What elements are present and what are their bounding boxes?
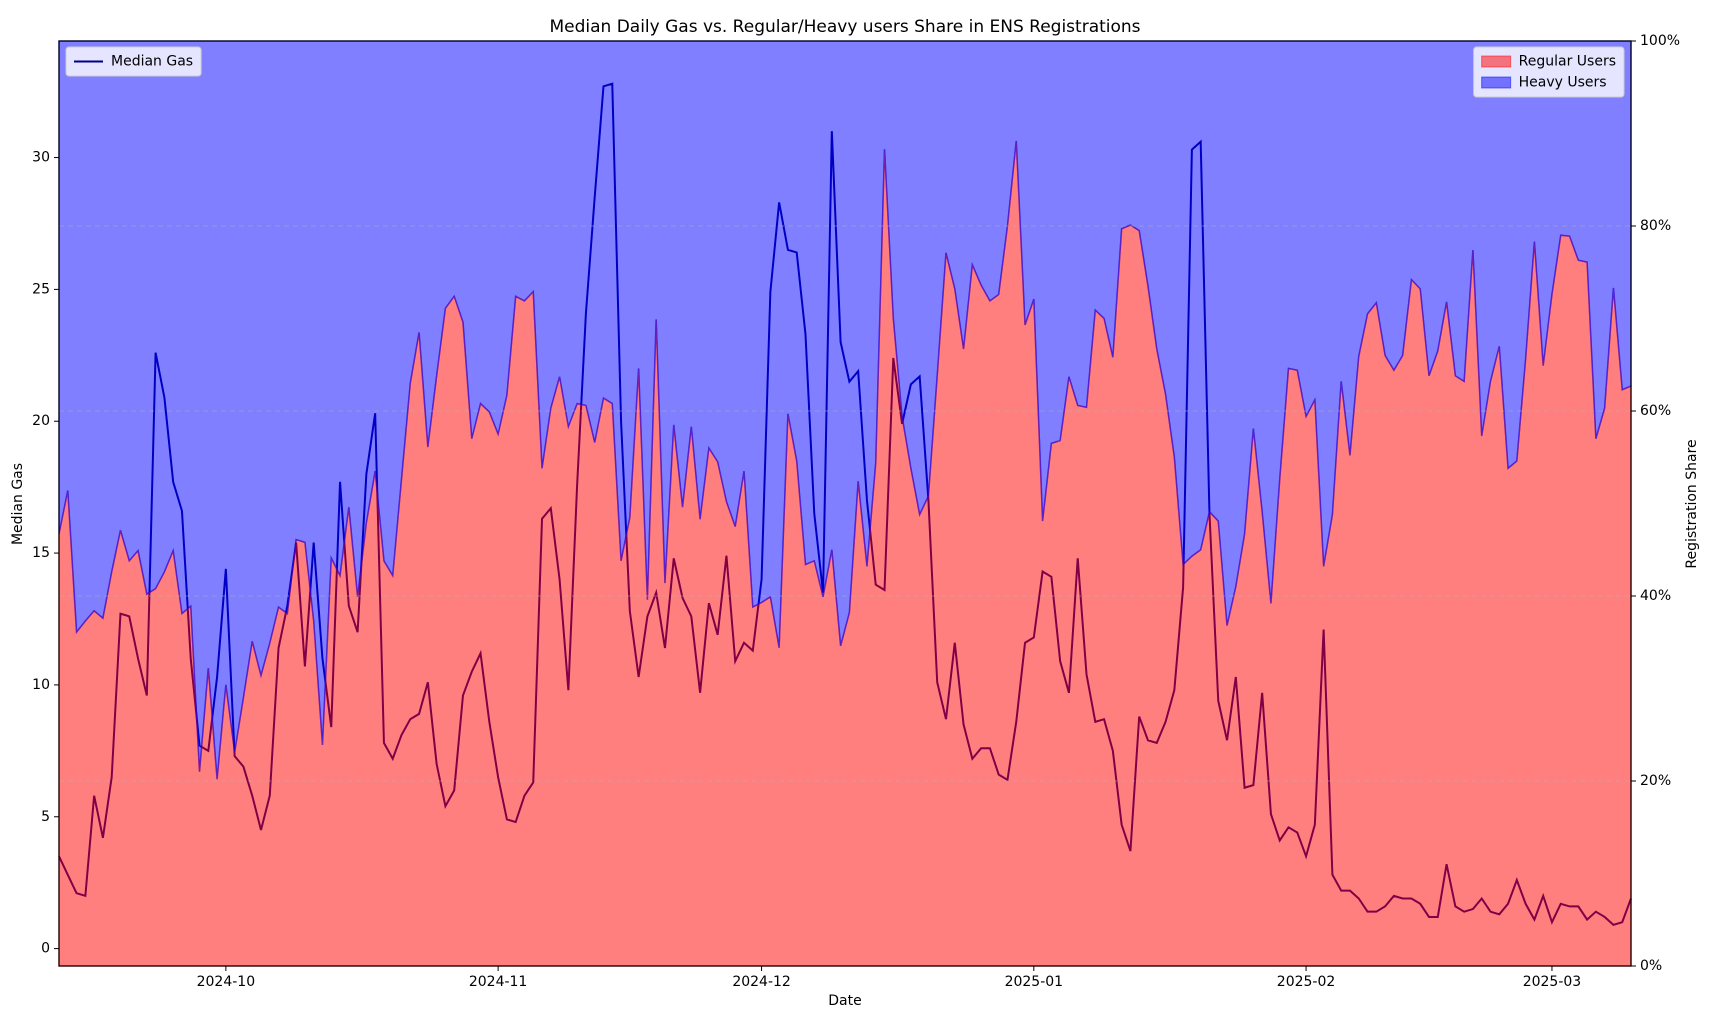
y2-tick-label: 40% [1640, 588, 1671, 604]
legend-label: Heavy Users [1519, 75, 1607, 91]
legend: Median Gas [65, 46, 202, 77]
x-tick-label: 2024-12 [732, 974, 791, 990]
y-tick-label: 20 [32, 413, 50, 429]
legend-swatch [1481, 76, 1512, 89]
y-axis-label: Median Gas [10, 463, 26, 545]
y2-tick-label: 100% [1640, 33, 1680, 49]
y-tick-label: 0 [41, 941, 50, 957]
y-tick-label: 15 [32, 545, 50, 561]
y2-tick-label: 80% [1640, 218, 1671, 234]
y-tick-label: 5 [41, 809, 50, 825]
plot-frame [58, 40, 1632, 967]
legend-label: Regular Users [1519, 54, 1616, 70]
chart-title: Median Daily Gas vs. Regular/Heavy users… [549, 17, 1140, 37]
y2-axis-label: Registration Share [1684, 439, 1700, 568]
x-axis-label: Date [828, 993, 861, 1009]
legend-label: Median Gas [111, 54, 193, 70]
x-tick-label: 2025-01 [1005, 974, 1064, 990]
x-tick-label: 2025-03 [1523, 974, 1582, 990]
y-tick-label: 25 [32, 281, 50, 297]
x-tick-label: 2024-10 [197, 974, 256, 990]
y2-tick-label: 20% [1640, 773, 1671, 789]
legend-box [1473, 46, 1625, 98]
plot-layer [58, 40, 1632, 967]
legend-swatch [1481, 55, 1512, 68]
legend-box [65, 46, 202, 77]
y-tick-label: 30 [32, 150, 50, 166]
x-tick-label: 2024-11 [469, 974, 528, 990]
y2-tick-label: 60% [1640, 403, 1671, 419]
legend: Regular Users Heavy Users [1473, 46, 1625, 98]
y-tick-label: 10 [32, 677, 50, 693]
x-tick-label: 2025-02 [1277, 974, 1336, 990]
y2-tick-label: 0% [1640, 958, 1662, 974]
